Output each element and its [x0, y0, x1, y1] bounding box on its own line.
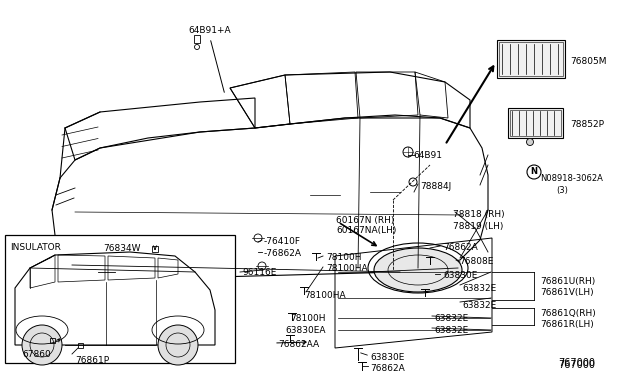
Text: 78100H: 78100H: [326, 253, 362, 262]
Text: N08918-3062A: N08918-3062A: [540, 174, 603, 183]
Text: (3): (3): [556, 186, 568, 195]
Text: 63830E: 63830E: [370, 353, 404, 362]
Text: 76861R(LH): 76861R(LH): [540, 320, 594, 329]
Bar: [497, 40, 565, 78]
Text: 76861V(LH): 76861V(LH): [540, 288, 594, 297]
Text: 76805M: 76805M: [570, 57, 607, 66]
Text: 76834W: 76834W: [103, 244, 141, 253]
Text: 76861Q(RH): 76861Q(RH): [540, 309, 596, 318]
Text: 63832E: 63832E: [462, 301, 496, 310]
Text: 63832E: 63832E: [462, 284, 496, 293]
Text: 63830E: 63830E: [443, 271, 477, 280]
Bar: [508, 108, 563, 138]
Text: 76861U(RH): 76861U(RH): [540, 277, 595, 286]
Text: 767000: 767000: [558, 358, 595, 368]
Circle shape: [158, 325, 198, 365]
Text: 78100HA: 78100HA: [326, 264, 367, 273]
Text: 767000: 767000: [558, 360, 595, 370]
Text: 78884J: 78884J: [420, 182, 451, 191]
Text: 96116E: 96116E: [242, 268, 276, 277]
Text: 78818 (RH): 78818 (RH): [453, 210, 504, 219]
Text: 76862A: 76862A: [370, 364, 404, 372]
Text: 67860: 67860: [22, 350, 51, 359]
Text: 64B91+A: 64B91+A: [188, 26, 230, 35]
Text: 60167N (RH): 60167N (RH): [336, 216, 394, 225]
Ellipse shape: [118, 248, 206, 292]
Ellipse shape: [374, 248, 462, 292]
Text: 60167NA(LH): 60167NA(LH): [336, 226, 396, 235]
Text: 78819 (LH): 78819 (LH): [453, 222, 504, 231]
Text: 63830EA: 63830EA: [285, 326, 326, 335]
Ellipse shape: [527, 138, 534, 145]
Bar: [152, 246, 158, 252]
Bar: [77, 343, 83, 347]
Text: 78852P: 78852P: [570, 120, 604, 129]
Bar: [510, 110, 561, 136]
Text: 63832E: 63832E: [434, 314, 468, 323]
Text: N: N: [531, 167, 538, 176]
Text: INSULATOR: INSULATOR: [10, 243, 61, 252]
Circle shape: [22, 325, 62, 365]
Text: 78100HA: 78100HA: [304, 291, 346, 300]
Text: -76410F: -76410F: [264, 237, 301, 246]
Text: 78100H: 78100H: [290, 314, 326, 323]
Bar: [499, 42, 563, 76]
Text: 76862AA: 76862AA: [278, 340, 319, 349]
Text: 76862A: 76862A: [443, 243, 477, 252]
Text: 76861P: 76861P: [75, 356, 109, 365]
Text: -76862A: -76862A: [264, 249, 302, 258]
Bar: [194, 35, 200, 43]
Bar: [5, 235, 235, 363]
Text: 63832E: 63832E: [434, 326, 468, 335]
Bar: [49, 337, 54, 343]
Text: 64B91: 64B91: [413, 151, 442, 160]
Text: 76808E: 76808E: [459, 257, 493, 266]
